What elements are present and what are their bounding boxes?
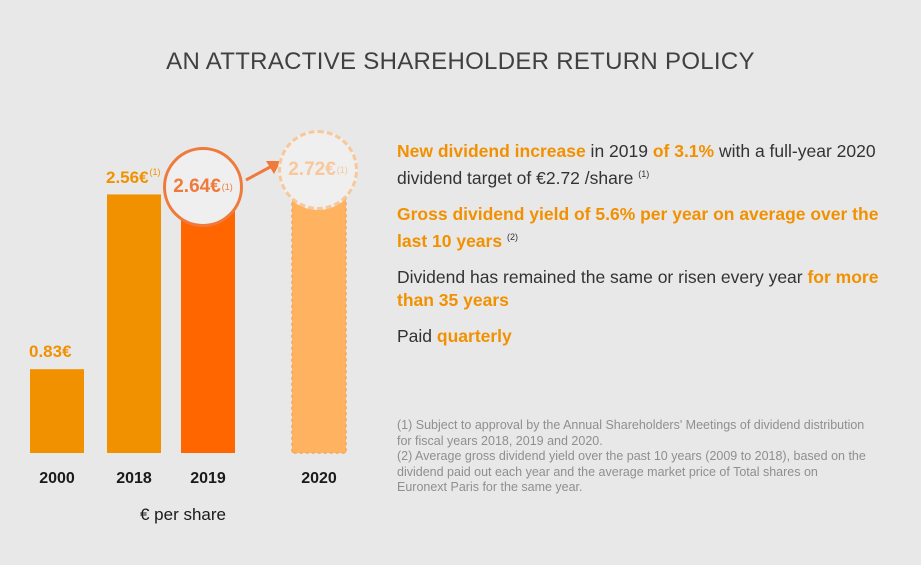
bar-2020 <box>291 177 347 454</box>
footnote-2: (2) Average gross dividend yield over th… <box>397 449 866 494</box>
bullet-3: Dividend has remained the same or risen … <box>397 267 879 310</box>
footnotes: (1) Subject to approval by the Annual Sh… <box>397 418 867 496</box>
x-tick-2000: 2000 <box>39 470 75 487</box>
data-label-2000: 0.83€ <box>29 342 72 362</box>
footnote-1: (1) Subject to approval by the Annual Sh… <box>397 418 865 448</box>
growth-arrow-line <box>245 164 273 182</box>
bullet-4: Paid quarterly <box>397 326 512 346</box>
data-label-2018: 2.56€(1) <box>106 167 161 188</box>
bullet-1: New dividend increase in 2019 of 3.1% wi… <box>397 141 876 188</box>
x-tick-2018: 2018 <box>116 470 152 487</box>
x-tick-2019: 2019 <box>190 470 226 487</box>
unit-label: € per share <box>140 505 226 524</box>
x-tick-2020: 2020 <box>301 470 337 487</box>
data-label-2020: 2.72€ (1) <box>278 130 358 210</box>
data-label-2019: 2.64€ (1) <box>163 147 243 227</box>
bar-2018 <box>107 194 161 453</box>
bar-2019 <box>181 186 235 454</box>
page-title: AN ATTRACTIVE SHAREHOLDER RETURN POLICY <box>166 48 755 75</box>
bar-2000 <box>30 369 84 453</box>
bullet-list: New dividend increase in 2019 of 3.1% wi… <box>397 140 902 361</box>
growth-arrow-head <box>266 161 281 174</box>
bullet-2: Gross dividend yield of 5.6% per year on… <box>397 204 879 251</box>
